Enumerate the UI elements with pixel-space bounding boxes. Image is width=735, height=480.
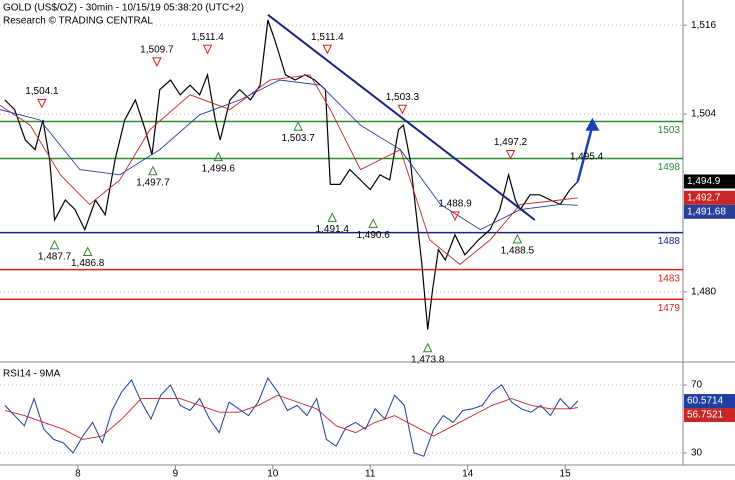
- last-value-label: 56.7521: [687, 410, 724, 421]
- pivot-label: 1,497.7: [136, 177, 170, 188]
- x-tick-label: 14: [462, 469, 474, 480]
- pivot-label: 1,509.7: [140, 44, 174, 55]
- last-value-box: [684, 204, 735, 219]
- level-label: 1479: [658, 303, 681, 314]
- pivot-high: [37, 98, 47, 109]
- pivot-high: [450, 211, 460, 222]
- pivot-label: 1,511.4: [191, 32, 224, 43]
- pivot-label: 1,503.7: [281, 133, 315, 144]
- pivot-high: [202, 44, 213, 55]
- forecast-arrow: [576, 125, 594, 182]
- pivot-low: [49, 239, 60, 250]
- pivot-label: 1,503.3: [386, 92, 420, 103]
- pivot-low: [82, 246, 93, 256]
- pivot-label: 1,488.5: [501, 246, 535, 257]
- pivot-low: [512, 233, 523, 244]
- last-value-box: [684, 408, 735, 423]
- level-label: 1503: [658, 125, 681, 136]
- pivot-low: [368, 218, 378, 228]
- series-line: [4, 377, 579, 457]
- pivot-high: [397, 104, 408, 115]
- pivot-label: 1,490.6: [356, 230, 390, 241]
- arrow-head: [585, 117, 600, 131]
- pivot-high: [322, 44, 333, 55]
- pivot-label: 1,473.8: [411, 354, 445, 365]
- last-value-label: 1,494.9: [687, 176, 721, 187]
- pivot-low: [293, 121, 303, 131]
- level-label: 1483: [658, 273, 681, 284]
- level-label: 1498: [658, 162, 681, 173]
- y-tick-label: 30: [691, 448, 703, 459]
- x-tick-label: 10: [267, 469, 279, 480]
- pivot-high: [505, 149, 516, 160]
- chart-subtitle: Research © TRADING CENTRAL: [3, 16, 153, 27]
- last-value-box: [684, 174, 735, 189]
- y-tick-label: 1,480: [691, 286, 716, 297]
- pivot-label: 1,504.1: [25, 86, 59, 97]
- last-value-label: 60.5714: [687, 396, 724, 407]
- trendline: [267, 14, 536, 221]
- x-tick-label: 8: [75, 469, 81, 480]
- y-tick-label: 1,516: [691, 20, 716, 31]
- series-line: [0, 74, 578, 265]
- pivot-low: [422, 342, 433, 353]
- x-tick-label: 11: [365, 469, 376, 480]
- series-line: [4, 19, 579, 330]
- last-value-label: 1,492.7: [687, 192, 721, 203]
- pivot-label: 1,511.4: [311, 32, 344, 43]
- last-value-box: [684, 394, 735, 409]
- y-tick-label: 1,504: [691, 109, 716, 120]
- pivot-low: [213, 151, 224, 162]
- annotation-label: 1,495.4: [570, 151, 604, 162]
- x-tick-label: 9: [173, 469, 179, 480]
- last-value-box: [684, 190, 735, 205]
- pivot-low: [327, 212, 338, 222]
- last-value-label: 1,491.68: [687, 206, 726, 217]
- series-line: [4, 394, 578, 440]
- y-tick-label: 70: [691, 380, 703, 391]
- level-label: 1488: [658, 236, 681, 247]
- pivot-label: 1,497.2: [494, 137, 528, 148]
- series-line: [0, 79, 578, 231]
- pivot-label: 1,487.7: [38, 251, 72, 262]
- indicator-title: RSI14 - 9MA: [3, 369, 61, 380]
- pivot-label: 1,488.9: [438, 199, 472, 210]
- pivot-high: [152, 57, 162, 67]
- pivot-label: 1,486.8: [71, 258, 105, 269]
- chart-title: GOLD (US$/OZ) - 30min - 10/15/19 05:38:2…: [3, 3, 244, 14]
- pivot-label: 1,491.4: [316, 224, 350, 235]
- pivot-low: [148, 165, 158, 176]
- pivot-label: 1,499.6: [202, 163, 236, 174]
- x-tick-label: 15: [560, 469, 572, 480]
